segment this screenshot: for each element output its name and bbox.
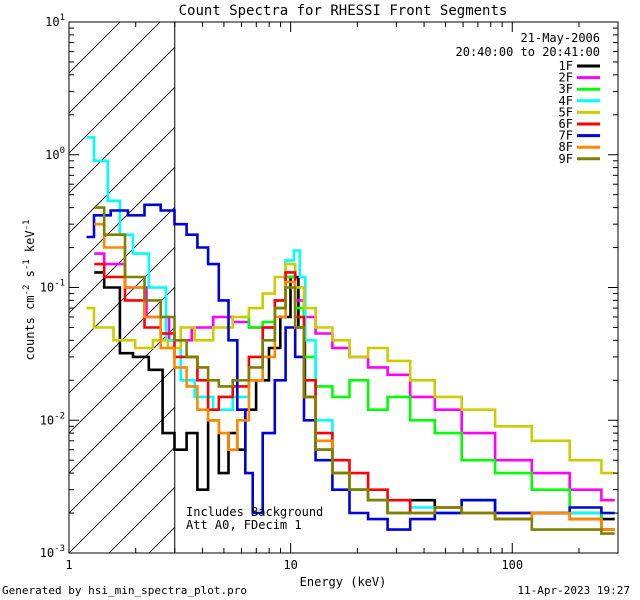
series-line-2F bbox=[94, 252, 615, 502]
y-axis-label-exp: -1 bbox=[22, 259, 32, 270]
y-tick-label: 10-2 bbox=[40, 411, 65, 427]
legend-label-7F: 7F bbox=[559, 129, 573, 143]
legend-label-1F: 1F bbox=[559, 59, 573, 73]
footer-date: 11-Apr-2023 19:27 bbox=[517, 584, 630, 597]
series-line-9F bbox=[94, 206, 615, 535]
annotation-background: Includes Background bbox=[186, 505, 323, 519]
date-label: 21-May-2006 bbox=[521, 31, 600, 45]
series-line-8F bbox=[94, 222, 615, 531]
legend-label-2F: 2F bbox=[559, 71, 573, 85]
legend-label-4F: 4F bbox=[559, 94, 573, 108]
hatch-line bbox=[69, 406, 175, 514]
legend-label-3F: 3F bbox=[559, 82, 573, 96]
legend-label-8F: 8F bbox=[559, 140, 573, 154]
legend-label-5F: 5F bbox=[559, 105, 573, 119]
y-axis-label-exp: -1 bbox=[22, 220, 32, 231]
hatch-line bbox=[69, 366, 175, 474]
hatch-line bbox=[69, 46, 175, 154]
hatch-line bbox=[69, 286, 175, 394]
x-tick-label: 100 bbox=[501, 558, 523, 572]
y-tick-label: 100 bbox=[45, 146, 65, 162]
series-lines bbox=[86, 136, 615, 535]
x-tick-label: 10 bbox=[283, 558, 297, 572]
y-tick-label: 10-1 bbox=[40, 279, 65, 295]
x-tick-label: 1 bbox=[65, 558, 72, 572]
series-line-4F bbox=[86, 136, 615, 515]
legend-label-9F: 9F bbox=[559, 152, 573, 166]
y-tick-label: 10-3 bbox=[40, 544, 65, 560]
y-axis-label-part: s bbox=[23, 270, 37, 284]
hatch-line bbox=[69, 446, 175, 553]
series-line-1F bbox=[94, 271, 615, 521]
axis-ticks: 1 10 100 10-3 10-2 10-1 100 101 bbox=[40, 13, 619, 572]
hatch-line bbox=[69, 206, 175, 314]
hatch-line bbox=[629, 22, 640, 553]
footer-generated-by: Generated by hsi_min_spectra_plot.pro bbox=[2, 584, 247, 597]
hatch-line bbox=[69, 22, 161, 114]
chart-title: Count Spectra for RHESSI Front Segments bbox=[179, 3, 508, 19]
annotation-attenuator: Att A0, FDecim 1 bbox=[186, 518, 302, 532]
y-axis-label-part: counts cm bbox=[23, 295, 37, 360]
y-tick-label: 101 bbox=[45, 13, 65, 29]
hatch-line bbox=[69, 86, 175, 194]
time-range-label: 20:40:00 to 20:41:00 bbox=[456, 45, 601, 59]
y-axis-label: counts cm-2 s-1 keV-1 bbox=[22, 220, 37, 361]
series-line-7F bbox=[86, 203, 615, 531]
y-axis-label-exp: -2 bbox=[22, 285, 32, 296]
y-axis-label-part: keV bbox=[23, 230, 37, 259]
legend-label-6F: 6F bbox=[559, 117, 573, 131]
x-axis-label: Energy (keV) bbox=[300, 575, 387, 589]
